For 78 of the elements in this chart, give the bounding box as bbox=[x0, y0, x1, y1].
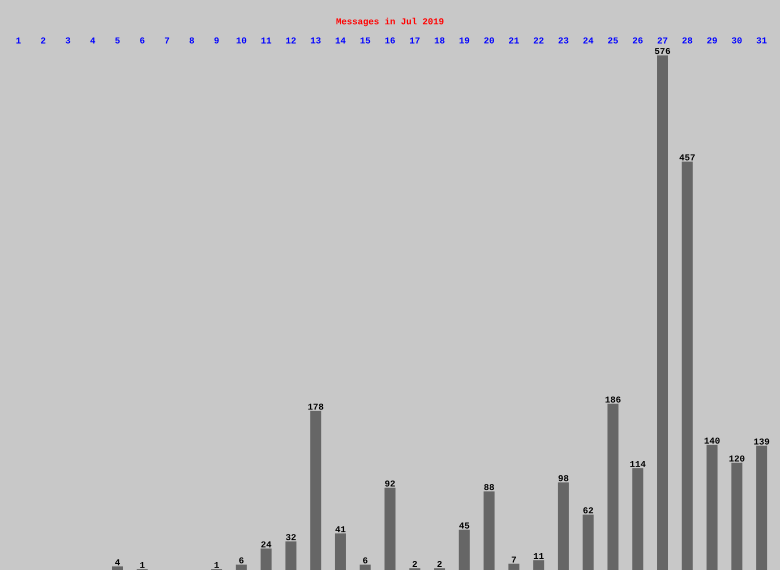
data-label: 92 bbox=[385, 480, 395, 487]
data-label: 4 bbox=[115, 559, 120, 566]
data-label: 2 bbox=[412, 560, 417, 567]
x-tick-label: 17 bbox=[410, 38, 420, 44]
x-tick-label: 29 bbox=[707, 37, 717, 44]
x-tick-label: 22 bbox=[534, 37, 544, 44]
x-tick-label: 4 bbox=[90, 38, 96, 44]
x-tick-label: 27 bbox=[658, 37, 668, 44]
x-tick-label: 25 bbox=[608, 37, 618, 44]
data-label: 32 bbox=[286, 534, 296, 540]
bar bbox=[756, 446, 768, 570]
x-tick-label: 31 bbox=[756, 37, 767, 44]
data-label: 2 bbox=[437, 560, 442, 567]
chart-title: Messages in Jul 2019 bbox=[336, 18, 444, 26]
bar bbox=[508, 564, 520, 570]
x-tick-label: 10 bbox=[236, 37, 246, 44]
x-tick-label: 1 bbox=[16, 38, 21, 44]
data-label: 186 bbox=[605, 396, 621, 403]
data-label: 120 bbox=[729, 455, 744, 462]
bar bbox=[607, 404, 618, 570]
bar bbox=[484, 491, 495, 570]
data-label: 41 bbox=[335, 526, 346, 532]
x-tick-label: 23 bbox=[558, 37, 568, 44]
bar bbox=[360, 564, 371, 570]
x-tick-label: 24 bbox=[583, 37, 594, 44]
x-tick-label: 26 bbox=[632, 37, 643, 44]
bar bbox=[706, 444, 718, 570]
x-tick-label: 14 bbox=[336, 38, 346, 44]
data-label: 62 bbox=[583, 507, 594, 514]
data-label: 98 bbox=[558, 475, 568, 482]
bar bbox=[285, 541, 296, 570]
x-tick-label: 5 bbox=[115, 37, 120, 44]
data-label: 1 bbox=[140, 562, 145, 568]
x-tick-label: 9 bbox=[214, 37, 219, 44]
bar bbox=[731, 462, 742, 570]
x-tick-label: 12 bbox=[286, 37, 296, 44]
bar bbox=[458, 530, 470, 570]
data-label: 6 bbox=[239, 557, 244, 564]
bar bbox=[384, 488, 396, 570]
x-tick-label: 3 bbox=[66, 37, 70, 44]
data-label: 11 bbox=[534, 553, 544, 559]
data-label: 88 bbox=[484, 484, 494, 490]
data-label: 45 bbox=[459, 522, 470, 529]
bar bbox=[632, 468, 644, 570]
x-tick-label: 19 bbox=[460, 37, 470, 44]
bar bbox=[682, 162, 693, 570]
bar bbox=[533, 560, 544, 570]
x-tick-label: 16 bbox=[385, 37, 395, 44]
bar bbox=[582, 514, 594, 570]
x-tick-label: 20 bbox=[484, 37, 494, 44]
data-label: 139 bbox=[754, 438, 770, 445]
data-label: 140 bbox=[704, 438, 720, 444]
data-label: 178 bbox=[308, 404, 324, 410]
x-tick-label: 2 bbox=[41, 37, 46, 44]
x-tick-label: 18 bbox=[434, 37, 444, 44]
data-label: 457 bbox=[680, 154, 695, 160]
data-label: 114 bbox=[630, 460, 646, 467]
x-tick-label: 30 bbox=[732, 37, 742, 44]
x-tick-label: 28 bbox=[682, 37, 692, 44]
x-tick-label: 13 bbox=[310, 37, 321, 44]
data-label: 6 bbox=[363, 557, 368, 564]
x-tick-label: 15 bbox=[360, 37, 370, 44]
x-tick-label: 11 bbox=[261, 38, 272, 44]
bar bbox=[260, 548, 272, 570]
bar bbox=[236, 564, 247, 570]
data-label: 24 bbox=[261, 541, 272, 548]
x-tick-label: 6 bbox=[140, 37, 144, 44]
data-label: 576 bbox=[654, 48, 670, 54]
bar bbox=[657, 55, 668, 570]
data-label: 1 bbox=[214, 562, 219, 568]
x-tick-label: 21 bbox=[509, 37, 519, 44]
data-label: 7 bbox=[512, 556, 516, 563]
x-tick-label: 7 bbox=[164, 38, 170, 44]
bar bbox=[334, 533, 346, 570]
x-tick-label: 8 bbox=[190, 37, 194, 44]
bar bbox=[310, 410, 322, 570]
bar bbox=[112, 566, 123, 570]
bar bbox=[558, 482, 569, 570]
